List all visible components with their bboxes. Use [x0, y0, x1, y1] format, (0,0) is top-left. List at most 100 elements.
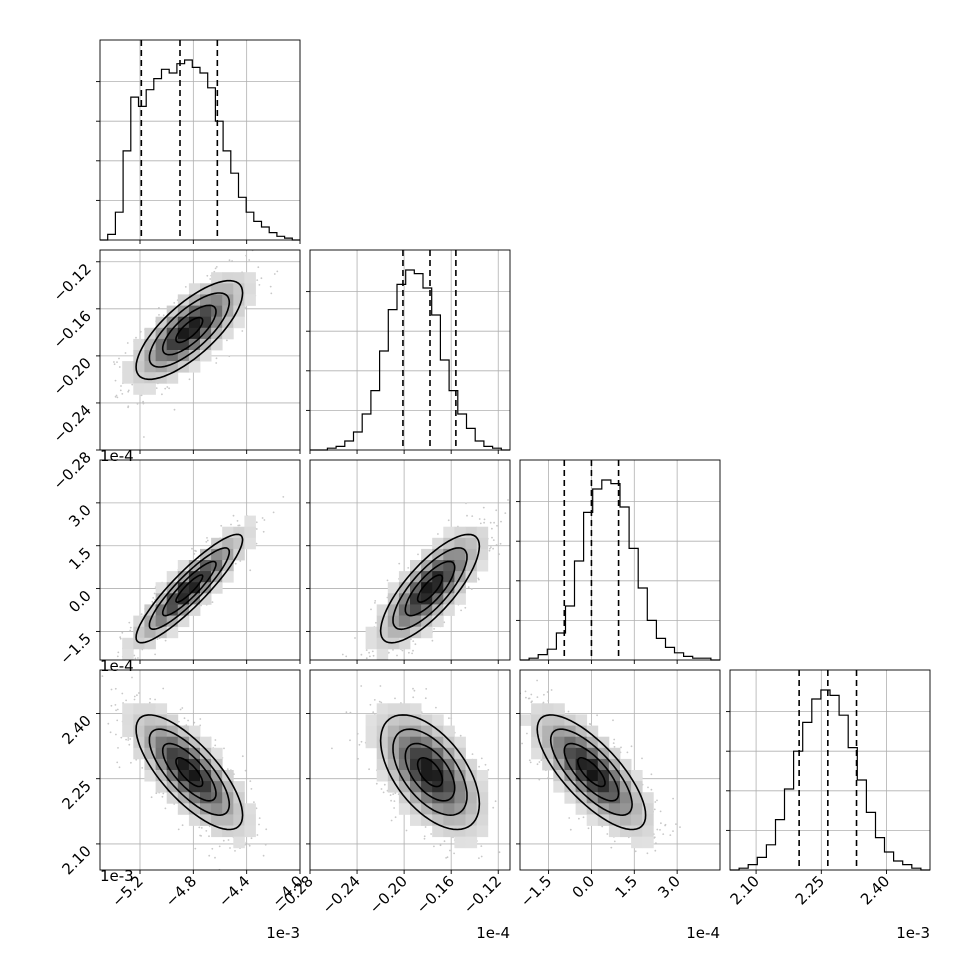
sample-point [397, 664, 399, 666]
density-cell [200, 781, 212, 793]
density-cell [200, 736, 212, 749]
density-cell [144, 714, 156, 726]
sample-point [97, 669, 99, 671]
density-cell [166, 747, 179, 760]
sample-point [512, 514, 514, 516]
density-cell [465, 537, 478, 550]
density-cell [188, 283, 201, 295]
sample-point [128, 743, 131, 746]
sample-point [504, 512, 507, 514]
sample-point [211, 601, 214, 603]
density-cell [222, 283, 234, 295]
contour-line [161, 560, 217, 617]
sample-point [194, 549, 196, 552]
density-cell [200, 758, 212, 771]
density-cell [476, 537, 489, 550]
sample-point [374, 600, 377, 602]
sample-point [200, 604, 203, 607]
density-cell [200, 294, 212, 306]
contour-line [379, 533, 481, 644]
sample-point [425, 688, 428, 690]
sample-point [365, 649, 368, 651]
density-cell [155, 736, 168, 749]
density-cell [177, 736, 190, 749]
sample-point [214, 856, 216, 859]
sample-point [110, 704, 113, 707]
sample-point [260, 277, 263, 280]
sample-point [373, 699, 376, 701]
density-cell [211, 781, 223, 793]
sample-point [118, 766, 121, 769]
density-cell [200, 792, 212, 804]
density-cell [200, 548, 212, 561]
density-cell [233, 537, 245, 550]
density-cell [177, 725, 190, 738]
density-cell [211, 560, 223, 572]
density-cell [387, 604, 400, 616]
sample-point [358, 778, 360, 780]
sample-point [206, 537, 208, 539]
density-cell [365, 725, 378, 738]
sample-point [357, 757, 359, 760]
sample-point [177, 828, 180, 831]
density-cell [166, 372, 179, 384]
density-cell [376, 714, 389, 726]
sample-point [401, 649, 404, 652]
sample-point [115, 709, 117, 712]
density-cell [177, 747, 190, 760]
sample-point [255, 528, 258, 530]
density-cell [177, 560, 190, 572]
tick-marks [96, 713, 301, 874]
sample-point [379, 685, 382, 687]
hist-panel-3-grid [730, 670, 930, 870]
density-cell [144, 770, 156, 782]
sample-point [120, 736, 123, 739]
sample-point [211, 847, 214, 850]
sample-point [528, 463, 530, 465]
sample-point [239, 560, 242, 562]
sample-point [181, 707, 184, 709]
density-cell [188, 305, 201, 318]
density-cell [410, 714, 422, 726]
tick-marks [726, 711, 887, 874]
sample-point [494, 800, 497, 803]
sample-point [250, 788, 253, 790]
density-cell [410, 725, 422, 738]
sample-point [226, 768, 229, 770]
sample-point [129, 738, 132, 740]
density-cell [222, 781, 234, 793]
sample-point [478, 578, 480, 581]
density-cell [155, 582, 168, 594]
sample-point [433, 845, 435, 848]
sample-point [127, 406, 129, 409]
sample-point [117, 747, 119, 749]
density-cell [166, 316, 179, 329]
sample-point [121, 631, 124, 634]
sample-point [228, 355, 231, 358]
density-cell [376, 626, 389, 639]
sample-point [116, 708, 119, 711]
sample-point [161, 795, 164, 798]
density-cell [222, 272, 234, 284]
sample-point [492, 539, 495, 541]
hist-panel-3-frame [729, 669, 931, 871]
sample-point [413, 689, 416, 692]
sample-point [134, 657, 137, 660]
density-cell [432, 571, 444, 583]
sample-point [368, 651, 370, 654]
sample-point [164, 639, 167, 642]
sample-point [269, 285, 272, 288]
density-cell [387, 582, 400, 594]
sample-point [490, 546, 492, 548]
density-cell [177, 803, 190, 815]
sample-point [130, 761, 132, 764]
sample-point [382, 791, 385, 794]
density-cell [155, 714, 168, 726]
tick-marks [96, 261, 301, 454]
contour-line [135, 279, 244, 381]
sample-point [102, 691, 104, 693]
sample-point [124, 352, 127, 354]
sample-point [481, 876, 483, 878]
density-cell [155, 758, 168, 771]
sample-point [156, 638, 159, 640]
